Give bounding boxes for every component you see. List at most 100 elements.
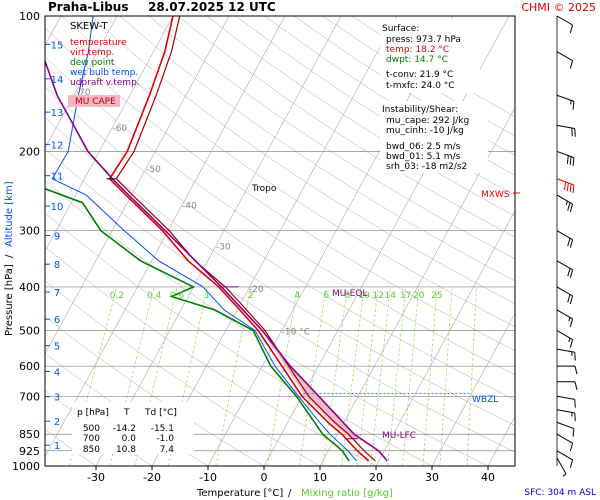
mixing-ratio-label: 0.2 <box>110 291 124 301</box>
altitude-tick-label: 9 <box>54 232 60 243</box>
mu-lfc-label: MU-LFC <box>382 431 416 441</box>
surface-tmxfc: t-mxfc: 24.0 °C <box>386 81 455 91</box>
wind-barb-half <box>568 317 571 322</box>
table-row-700-td: -1.0 <box>156 434 174 444</box>
altitude-tick-label: 3 <box>54 393 60 404</box>
wind-barb-staff <box>556 395 575 400</box>
mixing-ratio-line <box>439 286 453 466</box>
wind-barb-staff <box>556 457 567 474</box>
station-title: Praha-Libus <box>48 0 128 14</box>
wind-barb-staff <box>556 15 573 26</box>
temperature-line <box>108 16 370 462</box>
dewpoint-line <box>45 187 350 462</box>
wind-barb <box>556 395 576 408</box>
surface-title: Surface: <box>382 24 419 34</box>
instability-box: Instability/Shear: mu_cape: 292 J/kg mu_… <box>380 101 488 173</box>
wind-barb <box>556 409 576 422</box>
wind-barb <box>556 421 575 437</box>
wind-barb <box>556 150 575 166</box>
wbzl-label: WBZL <box>472 395 498 405</box>
wind-barb-flag <box>572 428 575 437</box>
y-axis-title-sep: / <box>4 254 15 258</box>
surface-tconv: t-conv: 21.9 °C <box>386 70 453 80</box>
wind-barb-flag <box>569 459 574 468</box>
pressure-tick-label: 200 <box>19 145 40 158</box>
altitude-tick-label: 6 <box>54 315 60 326</box>
temp-tick-label: -10 <box>199 471 217 484</box>
dry-adiabat <box>61 16 515 328</box>
pressure-tick-label: 700 <box>19 390 40 403</box>
table-header-td: Td [°C] <box>144 408 177 418</box>
mu-cinh-value: mu_cinh: -10 J/kg <box>386 126 464 136</box>
wind-barb <box>556 124 576 137</box>
table-row-500-p: 500 <box>83 424 100 434</box>
wind-barb-flag <box>566 155 569 164</box>
isotherm <box>45 16 174 252</box>
table-row-850-t: 10.8 <box>116 445 136 455</box>
legend-item-dew-point: dew point <box>70 58 115 68</box>
sfc-label: SFC: 304 m ASL <box>524 488 596 498</box>
mixing-ratio-label: 20 <box>413 291 425 301</box>
wind-barb-flag <box>574 412 576 422</box>
altitude-tick-label: 5 <box>54 342 60 353</box>
temp-tick-label: 40 <box>481 471 495 484</box>
wind-barb-flag <box>574 399 576 408</box>
wind-barb-flag <box>567 238 571 247</box>
wind-barb <box>556 51 574 69</box>
wind-barb <box>556 15 574 34</box>
bwd06-value: bwd_06: 2.5 m/s <box>386 142 461 152</box>
mixing-ratio-label: 8 <box>344 291 350 301</box>
wind-barb-flag <box>569 203 574 213</box>
isotherm <box>45 16 230 355</box>
legend-item-temperature: temperature <box>70 38 127 48</box>
wind-barb-staff <box>556 421 575 430</box>
table-row-500-t: -14.2 <box>113 424 136 434</box>
mixing-ratio-line <box>322 286 348 466</box>
wind-barb-flag <box>574 128 576 137</box>
wind-barb-flag <box>569 318 574 328</box>
instability-box-bg <box>380 101 488 173</box>
x-axis-title-temp: Temperature [°C] <box>196 488 283 499</box>
temp-tick-label: 10 <box>313 471 327 484</box>
surface-box: Surface: press: 973.7 hPa temp: 18.2 °C … <box>380 19 480 93</box>
wind-barb-flag <box>569 295 574 304</box>
mixing-ratio-label: 6 <box>323 291 329 301</box>
altitude-tick-label: 4 <box>54 367 60 378</box>
wind-barb-flag <box>567 202 571 211</box>
mixing-ratio-label: 17 <box>400 291 411 301</box>
skewed-temp-label: -30 <box>216 242 231 252</box>
altitude-tick-label: 8 <box>54 260 60 271</box>
mxws-label: MXWS <box>481 190 510 200</box>
dry-adiabat <box>45 86 515 401</box>
wind-barb-staff <box>556 124 575 129</box>
wet-bulb-line <box>51 16 357 462</box>
isotherm <box>45 16 286 458</box>
wind-barb <box>557 381 578 390</box>
wind-barb-flag <box>574 366 578 375</box>
surface-dewpoint: dwpt: 14.7 °C <box>386 55 448 65</box>
y-axis-title-alt: Altitude [km] <box>4 181 15 247</box>
isotherm <box>375 210 515 466</box>
wind-barb-flag <box>567 268 571 277</box>
isotherm <box>487 415 515 466</box>
wind-barb <box>556 450 574 468</box>
mixing-ratio-label: 0.4 <box>147 291 162 301</box>
wind-barb-flag <box>569 443 574 452</box>
table-row-700-p: 700 <box>83 434 100 444</box>
mixing-ratio-label: 14 <box>385 291 397 301</box>
dry-adiabat <box>45 56 515 376</box>
table-header-t: T <box>123 408 130 418</box>
isotherm <box>151 16 398 466</box>
mixing-ratio-label: 10 <box>358 291 370 301</box>
wind-barb-flag <box>569 269 574 278</box>
x-axis-title-mix: Mixing ratio [g/kg] <box>301 488 393 499</box>
table-row-850-p: 850 <box>83 445 100 455</box>
wind-barb-half <box>568 337 571 343</box>
wind-barb <box>557 365 578 375</box>
wind-barb <box>556 348 576 361</box>
mixing-ratio-label: 1 <box>204 291 210 301</box>
pressure-tick-label: 300 <box>19 225 40 238</box>
wind-barb-flag <box>571 127 573 137</box>
